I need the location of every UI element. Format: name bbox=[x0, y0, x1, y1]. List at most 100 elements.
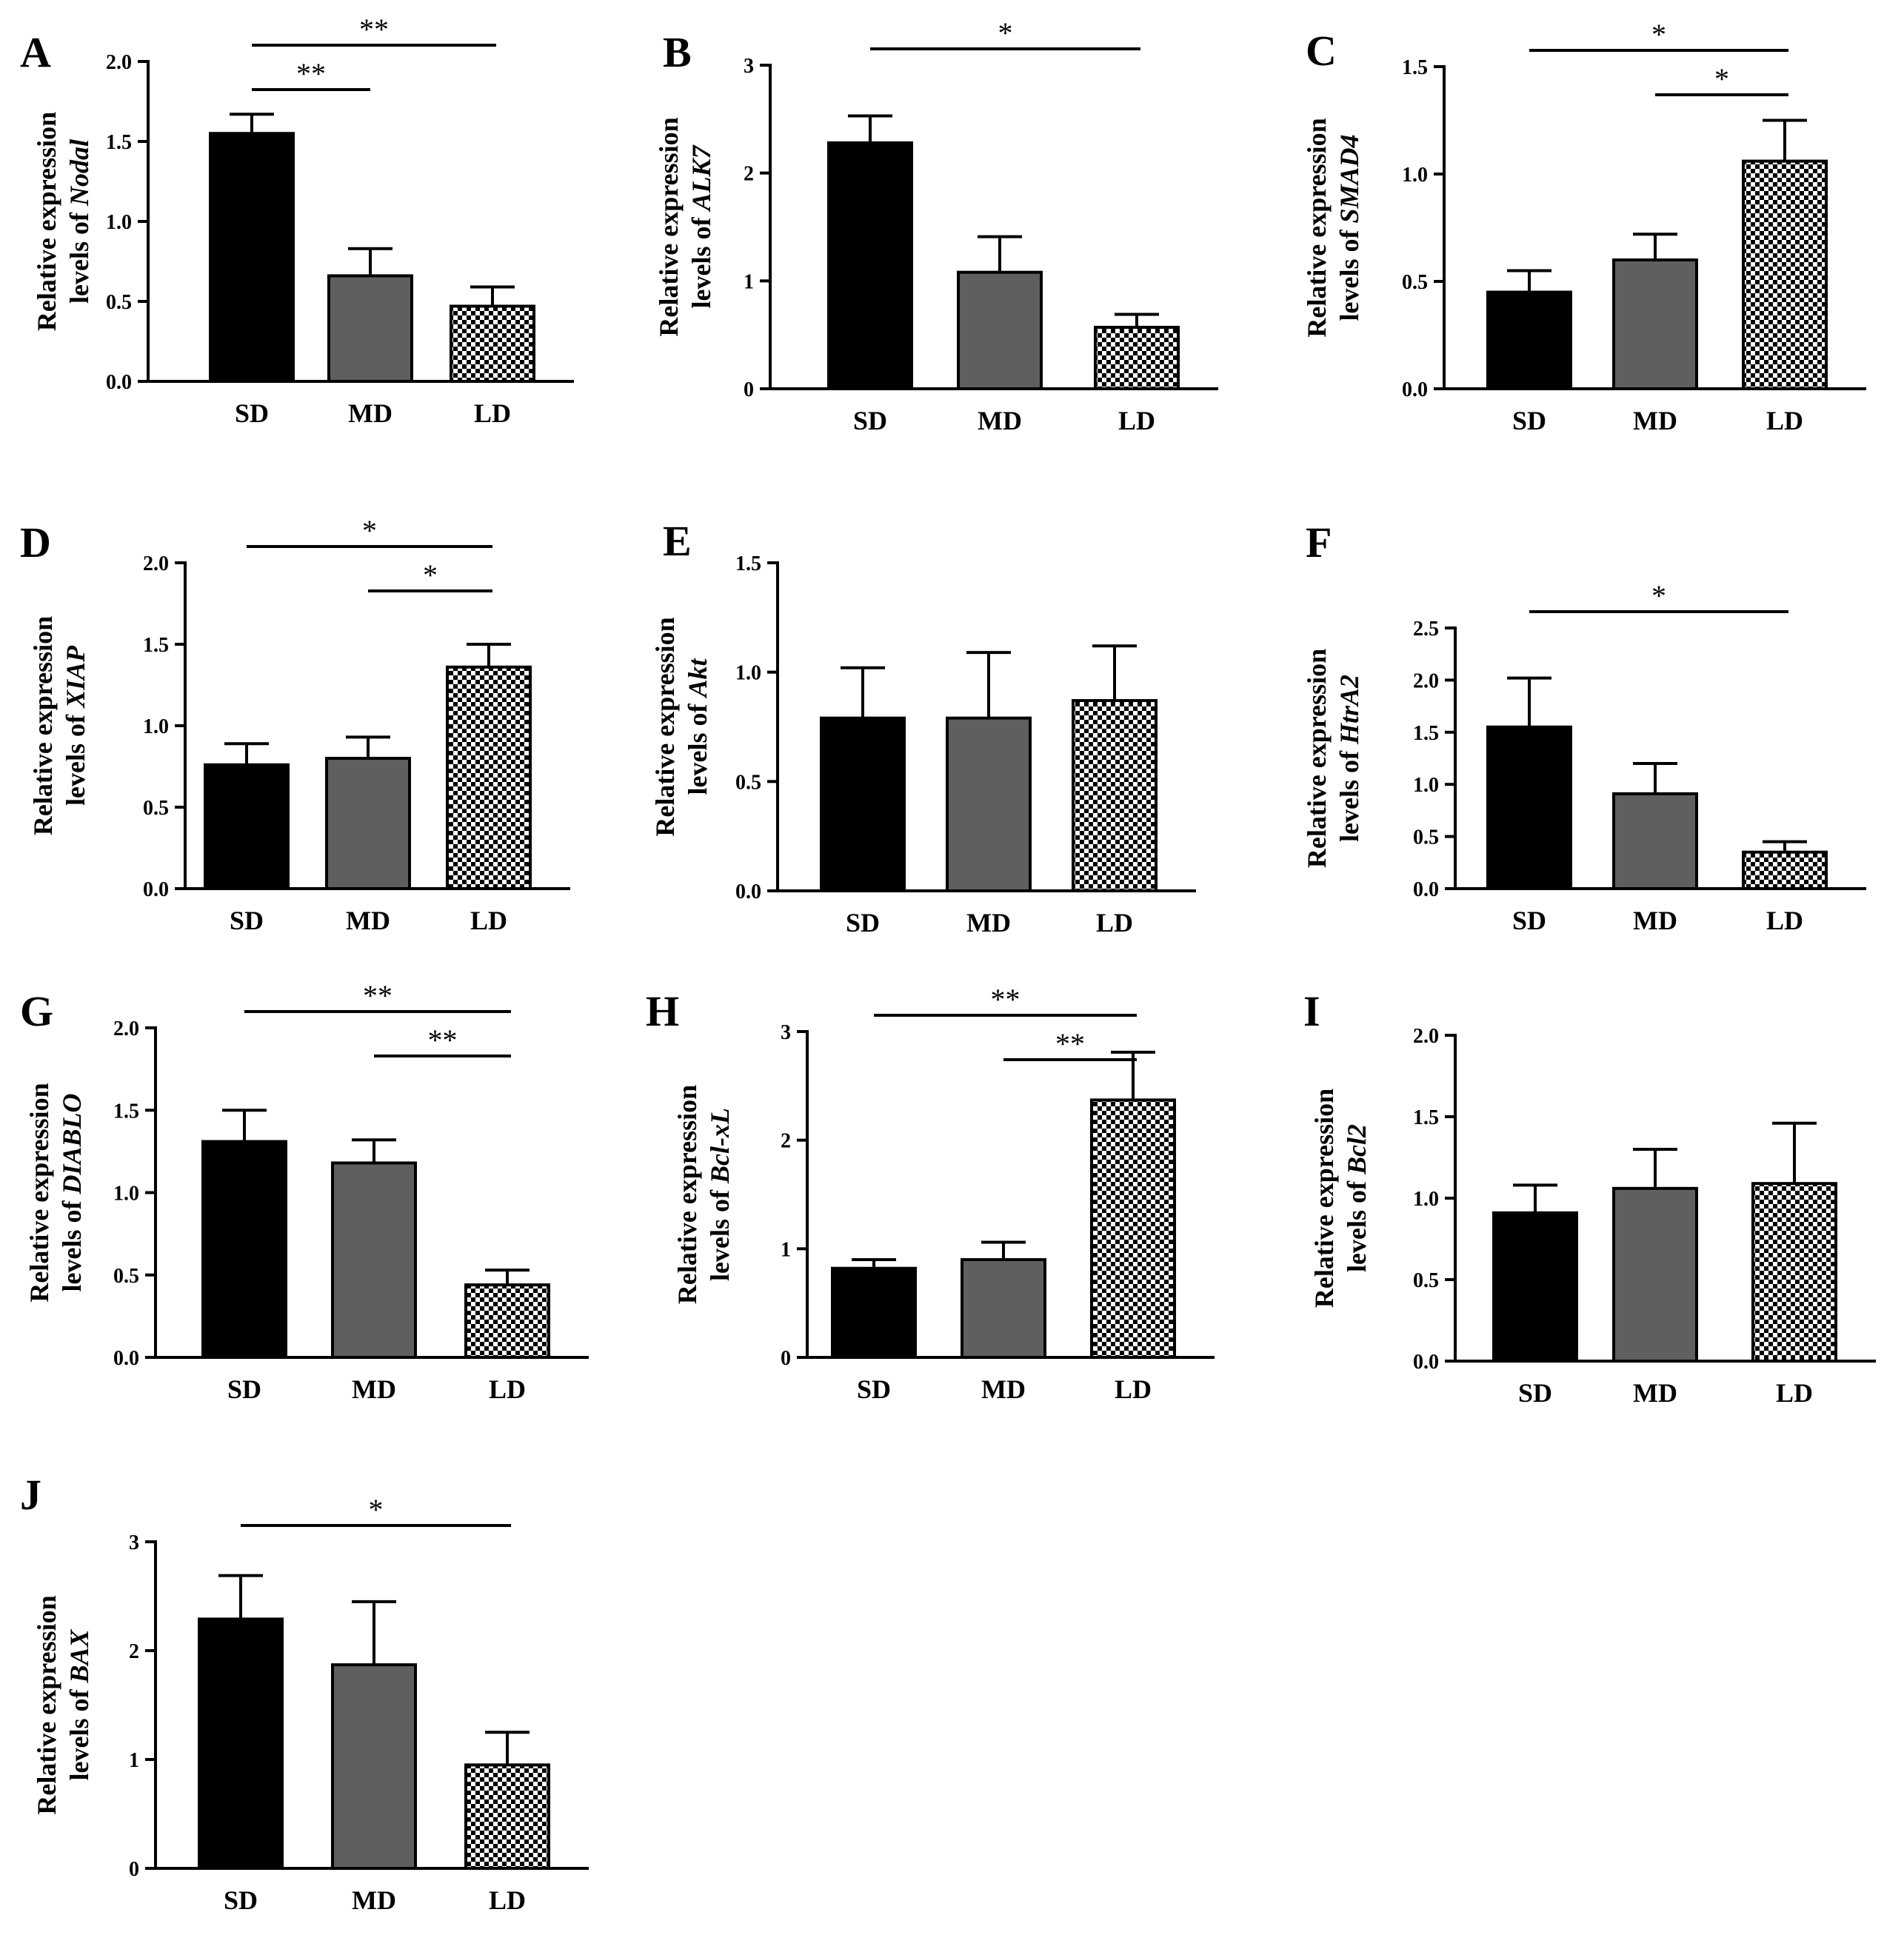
panel-label: A bbox=[20, 28, 51, 76]
category-label: MD bbox=[966, 908, 1011, 938]
y-tick-label: 0.0 bbox=[1413, 1351, 1439, 1374]
y-tick-label: 2.0 bbox=[1413, 669, 1439, 692]
y-axis-label: Relative expression levels of BAX bbox=[32, 1595, 94, 1814]
y-tick-label: 2.0 bbox=[143, 552, 169, 575]
bar-md bbox=[331, 1161, 417, 1359]
y-tick-label: 0 bbox=[129, 1858, 139, 1881]
bar-sd bbox=[820, 716, 906, 892]
y-axis-label-line2: levels of bbox=[1335, 224, 1364, 321]
y-tick-label: 1.0 bbox=[1413, 1188, 1439, 1211]
significance-label: ** bbox=[1055, 1027, 1085, 1060]
bar-md bbox=[957, 270, 1043, 390]
category-label: LD bbox=[1776, 1378, 1813, 1408]
panel-label: D bbox=[20, 518, 51, 567]
panel-g: G 0.0 0.5 1.0 1.5 2.0 SD MD LD ** ** Relative expre… bbox=[20, 979, 589, 1404]
y-axis-label: Relative expression levels of Bcl2 bbox=[1309, 1089, 1372, 1308]
gene-name: DIABLO bbox=[57, 1094, 87, 1195]
bar-ld bbox=[464, 1763, 550, 1871]
y-tick-label: 2.0 bbox=[1413, 1025, 1439, 1048]
y-tick-label: 1.5 bbox=[113, 1100, 139, 1123]
y-axis-label: Relative expression levels of ALK7 bbox=[654, 117, 716, 336]
bar-ld bbox=[1742, 159, 1828, 390]
bar-md bbox=[946, 716, 1032, 892]
bar-md bbox=[1612, 1186, 1698, 1363]
y-axis-label-line2: levels of bbox=[64, 206, 94, 304]
category-label: LD bbox=[470, 906, 507, 935]
y-tick-label: 1 bbox=[781, 1238, 791, 1261]
y-tick-label: 1.5 bbox=[735, 552, 761, 575]
y-tick-label: 1 bbox=[744, 270, 754, 293]
category-label: SD bbox=[235, 398, 269, 428]
category-label: MD bbox=[1633, 906, 1677, 935]
y-axis-label-line2: levels of bbox=[64, 1683, 94, 1781]
category-label: SD bbox=[846, 908, 880, 938]
significance-label: ** bbox=[359, 13, 389, 46]
y-tick-label: 0.0 bbox=[143, 878, 169, 901]
category-label: LD bbox=[1115, 1374, 1152, 1404]
y-tick-label: 1.5 bbox=[1413, 722, 1439, 745]
gene-name: SMAD4 bbox=[1335, 134, 1364, 223]
y-axis-label: Relative expression levels of DIABLO bbox=[24, 1083, 87, 1302]
bar-sd bbox=[1492, 1211, 1578, 1363]
panel-label: B bbox=[663, 28, 692, 76]
y-tick-label: 2.0 bbox=[113, 1017, 139, 1040]
category-label: SD bbox=[224, 1885, 258, 1915]
category-label: SD bbox=[857, 1374, 891, 1404]
y-axis-label-line1: Relative expression bbox=[672, 1085, 702, 1304]
y-axis-label: Relative expression levels of Akt bbox=[650, 617, 712, 836]
y-axis-label-line1: Relative expression bbox=[650, 617, 680, 836]
bar-sd bbox=[201, 1140, 287, 1360]
panel-d: D 0.0 0.5 1.0 1.5 2.0 SD MD LD * * Relative express… bbox=[20, 514, 570, 935]
panel-label: C bbox=[1306, 27, 1337, 75]
bar-sd bbox=[209, 132, 295, 383]
gene-name: ALK7 bbox=[687, 144, 716, 213]
significance-label: * bbox=[369, 1493, 384, 1526]
bar-ld bbox=[464, 1283, 550, 1359]
y-tick-label: 2.0 bbox=[106, 51, 132, 74]
gene-name: Nodal bbox=[64, 139, 94, 207]
bar-sd bbox=[204, 763, 290, 891]
y-tick-label: 1.0 bbox=[143, 715, 169, 738]
y-axis-label-line1: Relative expression bbox=[32, 112, 61, 331]
y-axis-label-line2: levels of bbox=[61, 708, 90, 806]
bar-ld bbox=[1072, 699, 1158, 892]
panel-f: F 0.0 0.5 1.0 1.5 2.0 2.5 SD MD LD * Relative expre… bbox=[1302, 518, 1866, 935]
y-axis-label-line1: Relative expression bbox=[28, 616, 58, 835]
category-label: LD bbox=[489, 1374, 526, 1404]
category-label: MD bbox=[1633, 1378, 1677, 1408]
bar-md bbox=[327, 274, 413, 383]
y-axis-label: Relative expression levels of Nodal bbox=[32, 112, 94, 331]
y-tick-label: 0.5 bbox=[735, 771, 761, 794]
category-label: SD bbox=[1512, 406, 1546, 435]
y-tick-label: 1.5 bbox=[1402, 56, 1428, 79]
gene-name: Bcl2 bbox=[1342, 1124, 1372, 1175]
y-axis-label-line1: Relative expression bbox=[1309, 1089, 1339, 1308]
y-axis-label-line2: levels of bbox=[687, 211, 716, 309]
y-axis-label-line2: levels of bbox=[705, 1183, 735, 1281]
y-axis-label-line1: Relative expression bbox=[1302, 649, 1332, 868]
panel-container: A0.00.51.01.52.0SD MD LD****Relative expre… bbox=[20, 13, 1876, 1915]
y-axis-label-line2: levels of bbox=[683, 698, 712, 795]
bar-ld bbox=[446, 665, 532, 890]
y-tick-label: 1 bbox=[129, 1749, 139, 1772]
bar-sd bbox=[827, 141, 913, 390]
y-tick-label: 0.5 bbox=[1413, 1269, 1439, 1292]
panel-label: E bbox=[663, 517, 692, 565]
gene-name: HtrA2 bbox=[1335, 675, 1364, 745]
y-tick-label: 0.5 bbox=[143, 797, 169, 820]
bar-md bbox=[1612, 792, 1698, 890]
category-label: LD bbox=[1118, 406, 1155, 435]
bar-ld bbox=[1090, 1098, 1176, 1360]
gene-name: XIAP bbox=[61, 645, 90, 709]
y-tick-label: 1.0 bbox=[1402, 164, 1428, 187]
y-axis-label-line1: Relative expression bbox=[654, 117, 684, 336]
category-label: SD bbox=[1518, 1378, 1552, 1408]
category-label: SD bbox=[853, 406, 887, 435]
y-tick-label: 2 bbox=[744, 163, 754, 186]
significance-label: * bbox=[1651, 579, 1666, 612]
panel-h: H 0 1 2 3 SD MD LD ** ** Relative expression levels… bbox=[646, 983, 1215, 1404]
y-tick-label: 3 bbox=[781, 1021, 791, 1044]
category-label: MD bbox=[978, 406, 1022, 435]
y-tick-label: 0 bbox=[744, 378, 754, 401]
